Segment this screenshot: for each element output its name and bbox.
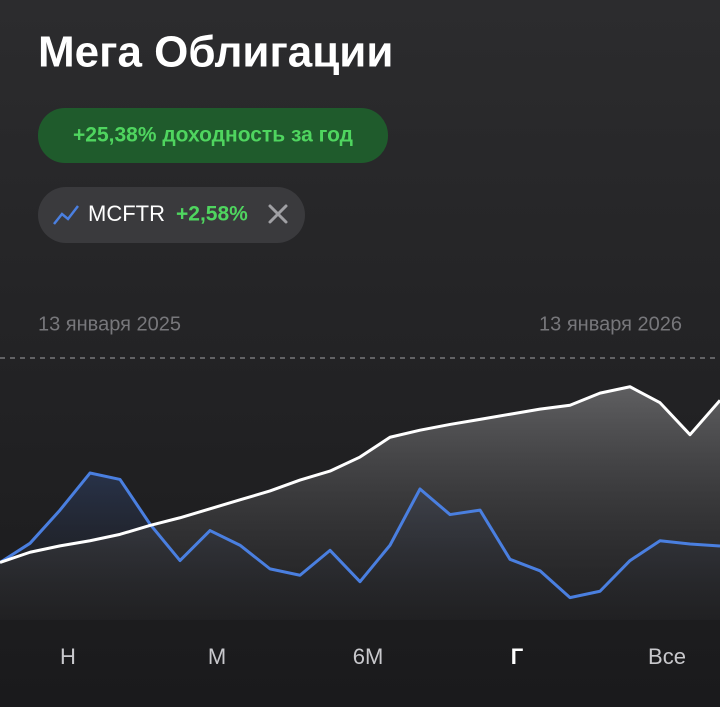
line bbox=[0, 471, 720, 600]
line bbox=[0, 385, 720, 564]
period-button[interactable]: М bbox=[208, 644, 226, 669]
benchmark-chip[interactable] bbox=[38, 187, 305, 243]
period-button[interactable]: Г bbox=[511, 644, 524, 669]
trend-icon bbox=[53, 205, 79, 225]
return-text: +25,38% доходность за год bbox=[73, 124, 353, 147]
title: Мега Облигации bbox=[38, 28, 393, 77]
period-button[interactable]: 6М bbox=[353, 644, 384, 669]
end-date: 13 января 2026 bbox=[539, 313, 682, 335]
benchmark-name: MCFTR bbox=[88, 201, 165, 226]
period-button[interactable]: Н bbox=[60, 644, 76, 669]
start-date: 13 января 2025 bbox=[38, 313, 181, 335]
period-button[interactable]: Все bbox=[648, 644, 686, 669]
plot bbox=[0, 385, 720, 620]
close-icon[interactable] bbox=[268, 204, 288, 224]
return-badge bbox=[38, 108, 388, 163]
benchmark-change: +2,58% bbox=[176, 203, 248, 226]
